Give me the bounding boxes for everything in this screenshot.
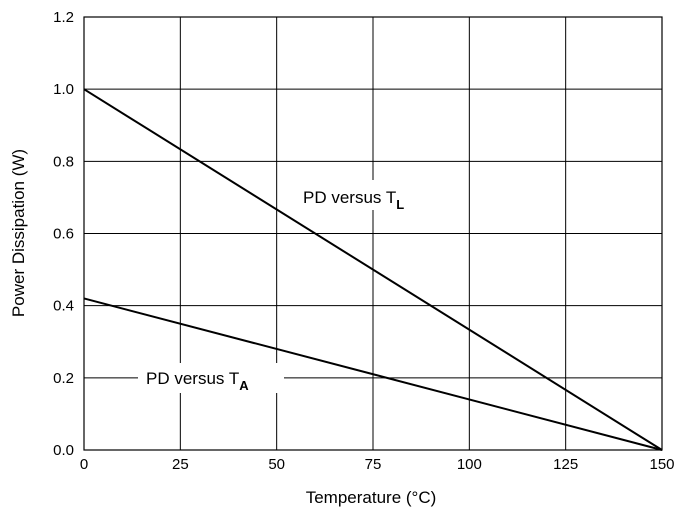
x-tick-label: 0	[80, 456, 88, 473]
annotation-bg-pd-tl	[295, 180, 445, 210]
annotation-pd-versus-tl: PD versus TL	[303, 188, 404, 212]
y-tick-label: 1.2	[53, 9, 74, 26]
annotation-pd-versus-ta: PD versus TA	[146, 369, 249, 393]
y-tick-labels: 0.0 0.2 0.4 0.6 0.8 1.0 1.2	[53, 9, 74, 459]
y-tick-label: 0.6	[53, 226, 74, 243]
annotation-pd-versus-ta-sub: A	[239, 378, 249, 393]
x-tick-labels: 0 25 50 75 100 125 150	[80, 456, 675, 473]
series-line-2	[83, 297, 663, 451]
x-tick-label: 50	[268, 456, 285, 473]
x-tick-label: 125	[553, 456, 578, 473]
x-tick-label: 75	[365, 456, 382, 473]
series-layer	[83, 88, 663, 451]
y-axis-label: Power Dissipation (W)	[9, 149, 28, 317]
y-tick-label: 1.0	[53, 81, 74, 98]
series-line-1	[83, 88, 663, 451]
annotation-pd-versus-ta-main: PD versus T	[146, 369, 239, 388]
annotation-pd-versus-tl-sub: L	[396, 197, 404, 212]
x-tick-label: 150	[649, 456, 674, 473]
y-tick-label: 0.4	[53, 298, 74, 315]
annotation-pd-versus-tl-main: PD versus T	[303, 188, 396, 207]
x-tick-label: 100	[457, 456, 482, 473]
annotation-bg-pd-ta	[138, 363, 284, 393]
plot-frame	[83, 16, 663, 451]
y-tick-label: 0.0	[53, 442, 74, 459]
x-axis-label: Temperature (°C)	[306, 488, 437, 507]
y-tick-label: 0.2	[53, 370, 74, 387]
x-tick-label: 25	[172, 456, 189, 473]
y-tick-label: 0.8	[53, 153, 74, 170]
